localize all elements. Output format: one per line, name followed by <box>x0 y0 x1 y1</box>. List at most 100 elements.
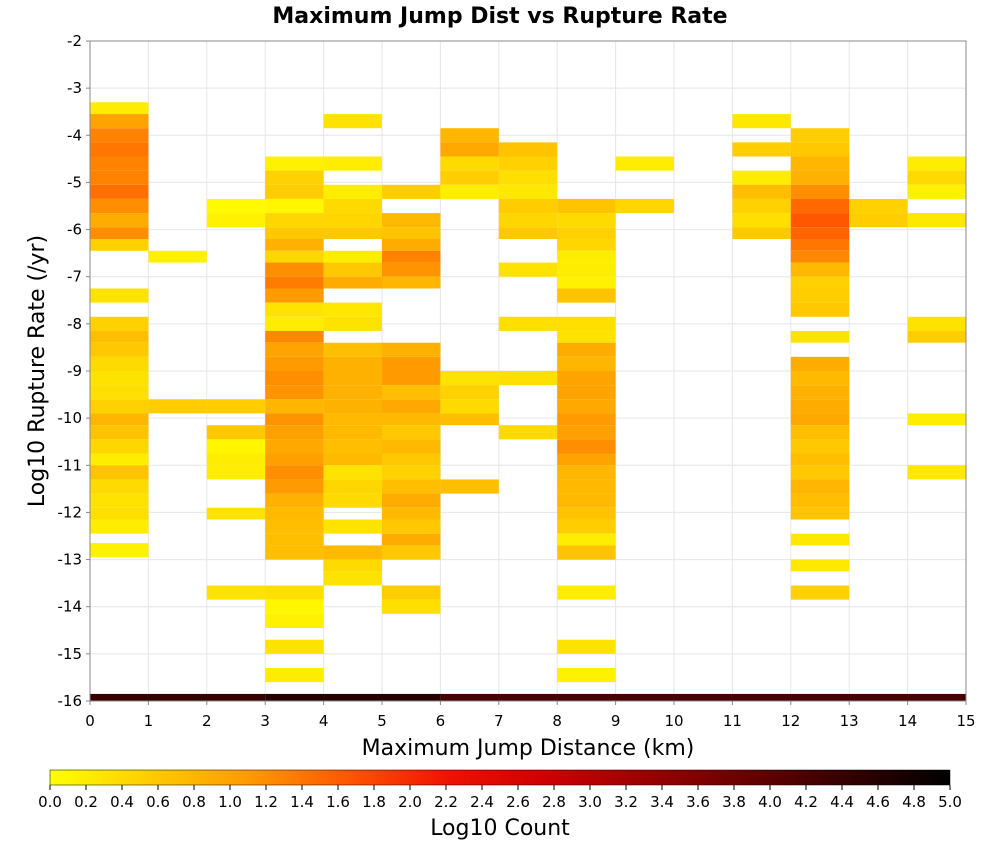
heatmap-cell <box>498 213 558 228</box>
heatmap-cell <box>790 439 850 454</box>
heatmap-cell <box>557 262 616 277</box>
heatmap-cell <box>732 170 791 185</box>
heatmap-cell <box>206 453 266 466</box>
colorbar-tick-label: 3.2 <box>614 793 638 811</box>
heatmap-cell <box>90 114 149 129</box>
heatmap-cell <box>557 288 616 303</box>
heatmap-cell <box>498 170 558 185</box>
heatmap-cell <box>323 413 382 426</box>
heatmap-cell <box>206 507 266 520</box>
colorbar-tick-label: 0.4 <box>110 793 134 811</box>
heatmap-cell <box>498 227 558 239</box>
heatmap-cell <box>382 585 441 600</box>
x-tick-label: 10 <box>664 712 683 730</box>
heatmap-cell <box>557 639 616 654</box>
x-tick-label: 14 <box>898 712 917 730</box>
heatmap-cell <box>498 142 558 157</box>
heatmap-cell <box>265 399 324 414</box>
heatmap-cell <box>382 250 441 263</box>
heatmap-cell <box>790 399 850 414</box>
heatmap-cell <box>382 533 441 546</box>
x-tick-label: 6 <box>436 712 446 730</box>
colorbar-tick-label: 4.4 <box>830 793 854 811</box>
heatmap-cell <box>557 493 616 508</box>
colorbar-tick-label: 2.6 <box>506 793 530 811</box>
heatmap-cell <box>790 142 850 157</box>
colorbar-tick-label: 4.0 <box>758 793 782 811</box>
heatmap-cell <box>790 330 850 343</box>
heatmap-cell <box>90 184 149 199</box>
heatmap-cell <box>323 371 382 386</box>
heatmap-cell <box>90 371 149 386</box>
heatmap-cell <box>265 371 324 386</box>
heatmap-cell <box>790 385 850 400</box>
x-tick-label: 4 <box>319 712 329 730</box>
colorbar-tick-label: 1.0 <box>218 793 242 811</box>
heatmap-cell <box>323 156 382 171</box>
y-axis-ticks: -2 -3 -4 -5 -6 -7 -8 -9 -10 -11 -12 -13 -14 -15 -16 <box>58 32 90 710</box>
heatmap-cell <box>382 276 441 289</box>
y-tick-label: -5 <box>67 173 82 191</box>
heatmap-cell <box>323 571 382 586</box>
y-tick-label: -2 <box>67 32 82 50</box>
heatmap-cell <box>557 533 616 546</box>
heatmap-cell <box>790 250 850 263</box>
heatmap-cell <box>265 250 324 263</box>
heatmap-cell <box>790 479 850 494</box>
x-axis-label: Maximum Jump Distance (km) <box>362 736 695 761</box>
y-tick-label: -3 <box>67 79 82 97</box>
heatmap-cell <box>265 519 324 534</box>
heatmap-cell <box>265 439 324 454</box>
heatmap-cell <box>557 425 616 440</box>
heatmap-cell <box>90 356 149 371</box>
heatmap-cell <box>382 262 441 277</box>
heatmap-cell <box>382 356 441 371</box>
heatmap-cell <box>90 102 149 115</box>
colorbar-tick-label: 0.8 <box>182 793 206 811</box>
chart-title: Maximum Jump Dist vs Rupture Rate <box>272 4 727 29</box>
x-tick-label: 2 <box>202 712 212 730</box>
heatmap-cell <box>90 465 149 480</box>
heatmap-cell <box>206 585 266 600</box>
y-tick-label: -13 <box>58 551 83 569</box>
x-tick-label: 13 <box>840 712 859 730</box>
heatmap-cell <box>907 413 966 426</box>
x-tick-label: 12 <box>781 712 800 730</box>
heatmap-cell <box>90 493 149 508</box>
y-tick-label: -6 <box>67 221 82 239</box>
heatmap-cell <box>732 213 791 228</box>
heatmap-cell <box>790 585 850 600</box>
heatmap-cell <box>440 170 499 185</box>
heatmap-cell <box>265 356 324 371</box>
heatmap-cell <box>148 250 207 263</box>
y-tick-label: -9 <box>67 362 82 380</box>
heatmap-cell <box>90 142 149 157</box>
heatmap-cell <box>382 453 441 466</box>
heatmap-cell <box>382 493 441 508</box>
heatmap-cell <box>90 413 149 426</box>
colorbar-tick-label: 2.0 <box>398 793 422 811</box>
heatmap-cell <box>265 507 324 520</box>
x-tick-label: 7 <box>494 712 504 730</box>
heatmap-cell <box>265 465 324 480</box>
heatmap-cell <box>323 385 382 400</box>
colorbar <box>49 769 951 786</box>
heatmap-cell <box>265 316 324 331</box>
colorbar-tick-label: 0.2 <box>74 793 98 811</box>
heatmap-cell <box>90 453 149 466</box>
heatmap-cell <box>907 156 966 171</box>
heatmap-cell <box>90 439 149 454</box>
heatmap-cell <box>382 599 441 614</box>
heatmap-cell <box>265 533 324 546</box>
heatmap-cell <box>323 439 382 454</box>
heatmap-cell <box>323 493 382 508</box>
heatmap-cell <box>382 425 441 440</box>
heatmap-cell <box>557 330 616 343</box>
heatmap-cell <box>732 227 791 239</box>
heatmap-cell <box>90 213 149 228</box>
heatmap-cell <box>440 413 499 426</box>
heatmap-cell <box>382 479 441 494</box>
heatmap-cell <box>265 276 324 289</box>
heatmap-cell <box>790 128 850 143</box>
heatmap-cell <box>557 399 616 414</box>
